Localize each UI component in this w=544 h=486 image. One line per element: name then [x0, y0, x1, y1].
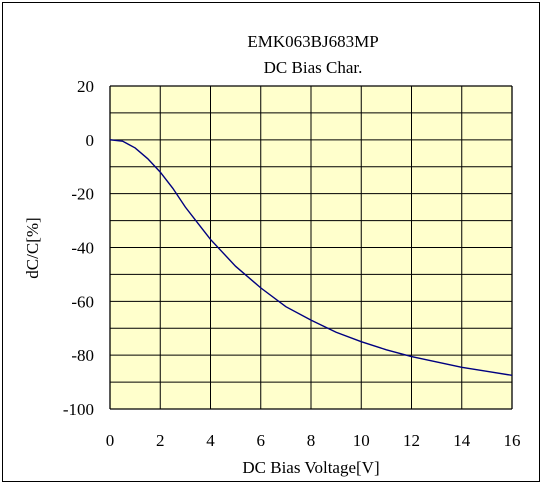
chart-title: EMK063BJ683MP	[247, 32, 378, 51]
y-tick-labels: 20 0 -20 -40 -60 -80 -100	[63, 77, 94, 419]
y-tick-label: 20	[77, 77, 94, 96]
y-tick-label: 0	[86, 131, 95, 150]
x-tick-label: 10	[353, 431, 370, 450]
y-tick-label: -40	[71, 239, 94, 258]
x-tick-label: 6	[257, 431, 266, 450]
x-tick-label: 12	[403, 431, 420, 450]
y-tick-label: -100	[63, 400, 94, 419]
x-tick-label: 14	[453, 431, 471, 450]
chart-subtitle: DC Bias Char.	[264, 58, 363, 77]
x-tick-labels: 0 2 4 6 8 10 12 14 16	[106, 431, 521, 450]
x-tick-label: 4	[206, 431, 215, 450]
x-axis-label: DC Bias Voltage[V]	[242, 458, 379, 477]
y-tick-label: -80	[71, 346, 94, 365]
series-line	[109, 139, 513, 377]
y-tick-label: -20	[71, 185, 94, 204]
x-tick-label: 16	[504, 431, 521, 450]
x-tick-label: 0	[106, 431, 115, 450]
y-axis-label: dC/C[%]	[23, 217, 42, 278]
x-tick-label: 8	[307, 431, 316, 450]
x-tick-label: 2	[156, 431, 165, 450]
y-tick-label: -60	[71, 292, 94, 311]
